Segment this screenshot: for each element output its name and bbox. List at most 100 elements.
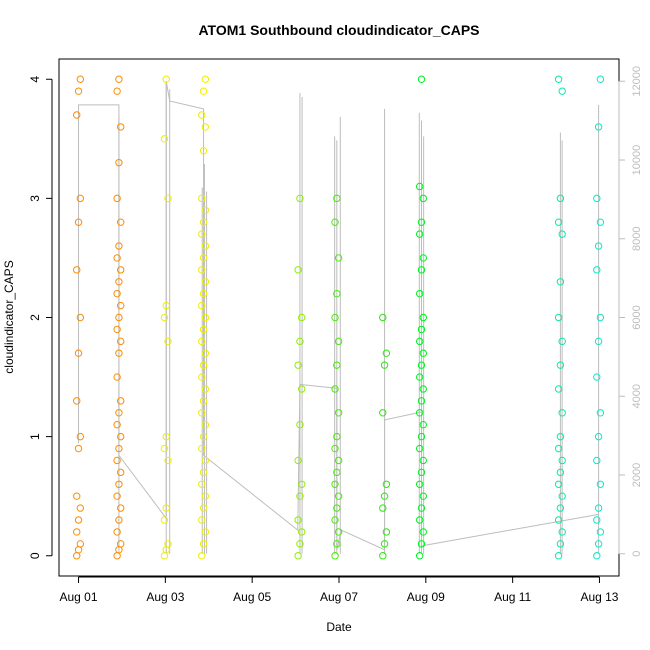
data-point [415,230,424,238]
data-point [558,87,566,95]
data-point [554,480,563,488]
data-point [556,194,565,203]
data-point [113,456,121,465]
data-point [594,123,603,131]
data-point [201,349,210,357]
data-point [558,337,566,346]
data-point [417,504,426,512]
chart-title: ATOM1 Southbound cloudindicator_CAPS [198,22,479,38]
data-point [334,492,343,500]
data-point [594,337,603,346]
data-point [331,480,339,488]
data-point [334,254,343,262]
data-point [382,349,391,357]
data-point [199,361,208,369]
data-point [331,313,339,322]
data-point [298,528,306,536]
data-point [162,301,170,310]
data-point [334,409,343,417]
data-point [415,409,424,417]
data-point [415,552,424,560]
data-point [115,278,123,286]
data-point [331,218,339,226]
data-point [382,480,391,488]
data-point [554,313,563,322]
data-point [199,289,208,298]
data-point [115,75,123,83]
data-point [593,266,601,274]
data-point [419,194,427,203]
data-point [417,325,426,334]
data-point [199,397,208,405]
data-point [298,385,306,393]
data-point [76,540,85,548]
data-point [331,552,339,560]
data-point [198,373,206,381]
data-point [379,409,387,417]
data-point [333,504,341,512]
data-point [419,492,427,500]
data-point [113,373,121,381]
data-point [380,492,389,500]
data-point [117,397,125,405]
data-point [76,504,85,512]
data-point [73,111,81,119]
data-point [554,385,563,393]
data-point [199,218,208,226]
data-point [556,278,565,286]
data-point [333,194,341,203]
data-point [596,218,605,226]
data-point [160,444,169,453]
data-point [113,87,121,95]
data-point [198,337,206,346]
data-point [415,289,424,298]
data-point [415,182,424,191]
y2-tick-label: 2000 [631,463,643,487]
x-tick-label: Aug 11 [494,590,531,604]
data-point [76,194,85,203]
data-point [201,528,210,536]
data-point [115,313,123,322]
data-point [115,444,123,453]
data-point [554,218,563,226]
data-point [296,194,304,203]
data-point [417,361,426,369]
data-point [198,444,206,453]
data-point [419,421,427,429]
data-point [198,409,206,417]
data-point [117,504,125,512]
data-point [417,75,426,83]
data-point [419,254,427,262]
data-point [199,87,208,95]
data-point [331,516,339,524]
data-point [558,492,566,500]
data-point [594,540,603,548]
data-point [198,194,206,203]
data-point [201,313,210,322]
data-point [113,289,121,298]
y-tick-label: 4 [28,76,42,83]
data-point [201,492,210,500]
data-point [73,492,81,500]
data-point [558,456,566,465]
data-point [115,480,123,488]
data-point [417,468,426,477]
data-point [199,540,208,548]
data-point [593,516,601,524]
data-point [201,123,210,131]
data-point [117,432,125,441]
data-point [554,444,563,453]
data-point [379,504,387,512]
data-point [74,516,83,524]
data-point [419,528,427,536]
x-tick-label: Aug 07 [320,590,358,604]
data-point [296,540,304,548]
data-point [334,528,343,536]
data-point [556,540,565,548]
x-axis-label: Date [326,620,352,634]
data-point [415,337,424,346]
data-point [117,468,125,477]
data-point [115,516,123,524]
y-tick-label: 1 [28,433,42,440]
data-point [74,218,83,226]
